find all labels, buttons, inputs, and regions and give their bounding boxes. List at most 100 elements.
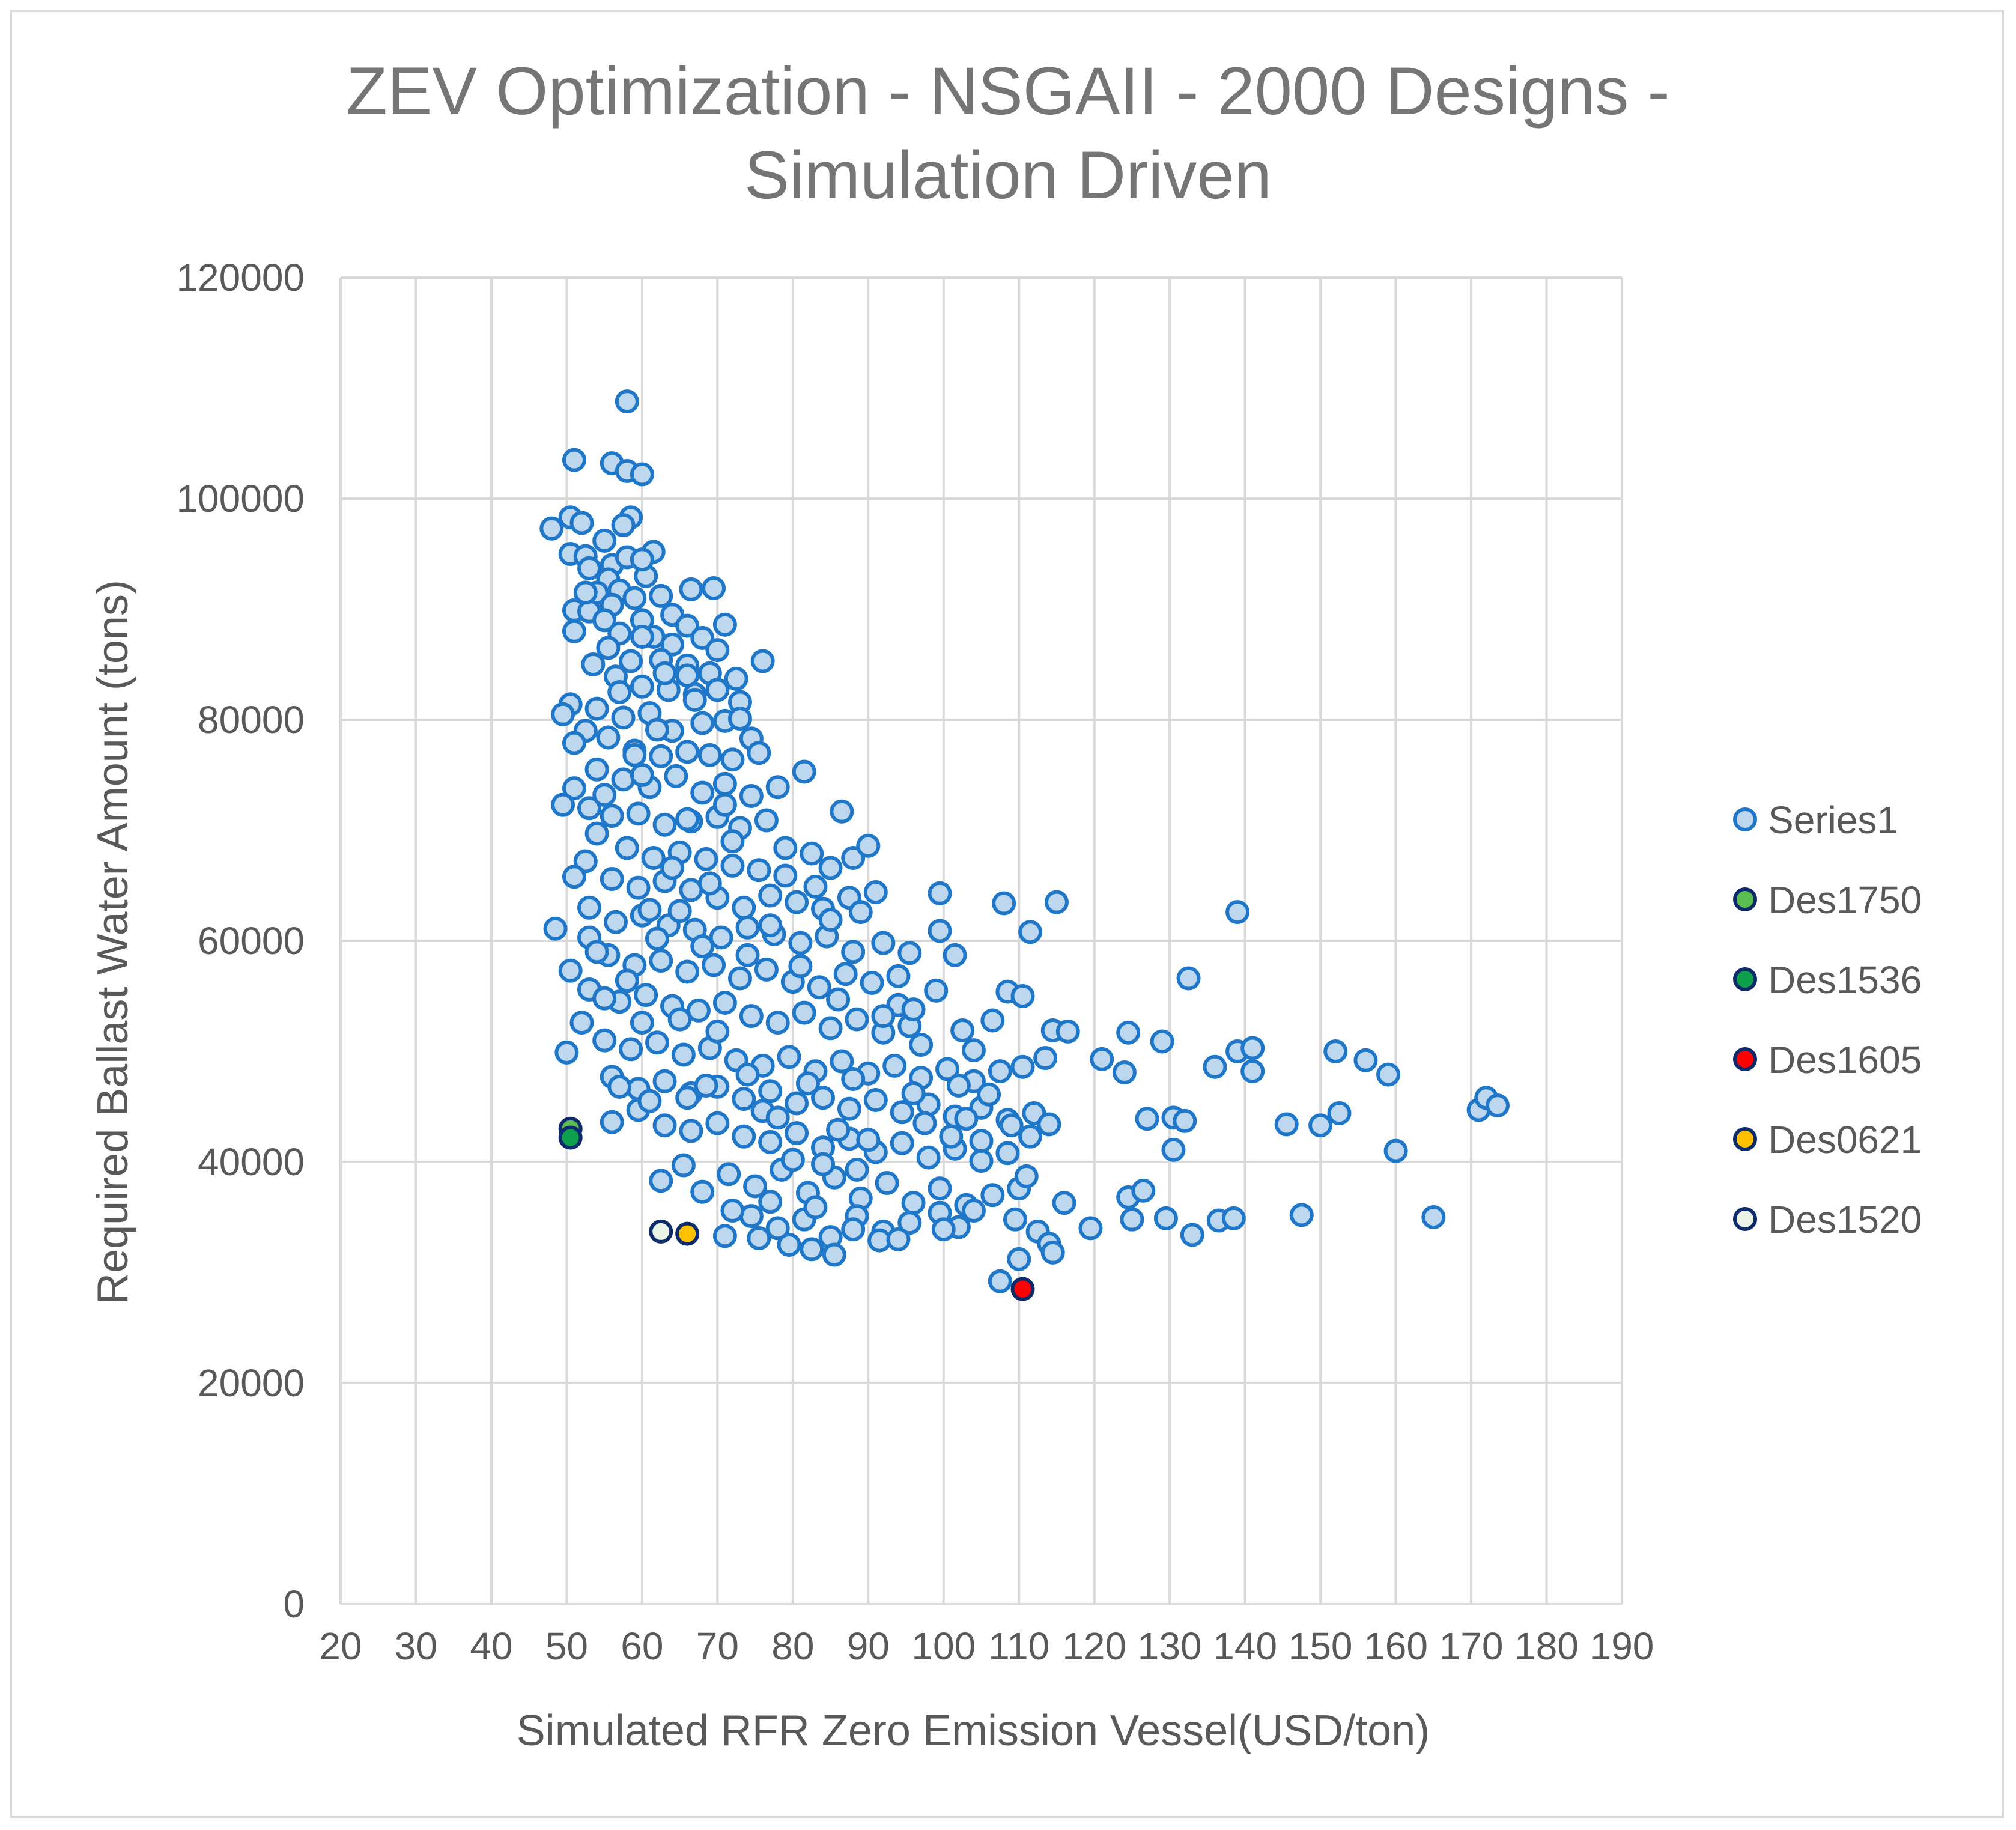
series1-point [1033,1046,1058,1071]
series1-point [724,666,748,691]
series1-point [901,997,926,1022]
series1-point [1327,1101,1352,1126]
chart-title: ZEV Optimization - NSGAII - 2000 Designs… [346,53,1669,129]
gridlines [339,276,1623,1605]
chart-title-line2: Simulation Driven [744,138,1272,213]
series1-point [1323,1039,1348,1063]
series1-point [1150,1029,1174,1054]
x-tick-label: 170 [1439,1625,1504,1668]
des1605-point [1010,1277,1035,1301]
series1-point [732,1087,756,1111]
series1-point [773,863,798,888]
series1-point [686,998,711,1023]
series1-point [916,1145,941,1170]
series1-point [634,983,658,1008]
series1-point [1120,1207,1144,1232]
series1-point [596,636,621,660]
series1-point [690,780,715,805]
series1-point [822,1242,846,1267]
series1-point [577,556,602,580]
series1-point [1221,1206,1246,1230]
series1-point [694,847,718,871]
series1-point [675,663,700,688]
series1-point [807,975,831,1000]
series1-point [785,1091,809,1116]
series1-point [980,1008,1005,1033]
series1-point [584,757,609,782]
series1-point [890,1100,914,1125]
series1-point [747,741,771,765]
series1-point [667,899,692,923]
series1-point [611,705,636,730]
series1-point [690,711,715,735]
series1-point [660,856,685,880]
series1-point [788,954,813,979]
series1-point [988,1059,1012,1084]
series1-point [754,957,779,982]
series1-point [554,1040,579,1065]
series1-point [600,866,624,891]
series1-point [950,1018,975,1043]
series1-point [735,943,760,967]
series1-point [928,919,952,943]
x-tick-label: 190 [1590,1625,1654,1668]
series1-point [675,1086,700,1110]
series1-point [705,638,730,663]
series1-point [551,792,575,817]
series1-point [551,702,575,726]
series1-point [562,731,586,755]
series1-point [901,1191,926,1215]
series1-point [1240,1036,1265,1060]
series1-point [912,1111,937,1135]
series1-point [739,783,764,808]
legend-label-des1520: Des1520 [1768,1198,1922,1241]
series1-point [1383,1138,1408,1163]
series1-point [717,1162,741,1187]
series1-point [954,1107,979,1131]
legend: Series1 Des1750 Des1536 Des1605 Des0621 Des15… [1733,798,1922,1241]
series1-point [712,1224,737,1248]
series1-point [999,1113,1024,1138]
x-tick-label: 180 [1514,1625,1579,1668]
series1-point [671,1153,696,1178]
series1-point [747,858,771,883]
series1-point [961,1038,986,1063]
series1-point [1040,1240,1065,1265]
series1-point [712,991,737,1015]
series1-point [860,970,884,995]
series1-point [735,915,760,940]
series1-point [720,747,745,772]
x-tick-label: 80 [771,1625,814,1668]
legend-marker-des1605 [1733,1047,1757,1071]
series1-point [675,740,700,764]
series1-point [785,1121,809,1146]
series1-point [758,1129,783,1154]
series1-point [649,949,673,973]
series1-point [750,649,775,673]
x-tick-label: 110 [988,1625,1049,1668]
series1-point [1176,966,1201,991]
series1-point [592,608,617,633]
series1-point [600,1110,624,1134]
series1-point [1018,1124,1043,1149]
series1-point [811,1152,836,1176]
series1-point [1135,1107,1159,1131]
series1-point [675,613,700,638]
series1-point [694,1074,718,1098]
x-tick-label: 100 [911,1625,976,1668]
series1-point [652,1069,677,1093]
series1-point [720,853,745,878]
series1-point [569,511,594,535]
legend-label-des1605: Des1605 [1768,1038,1922,1081]
series1-point [690,1179,715,1204]
series1-point [702,576,726,601]
series1-point [720,829,745,854]
series1-point [577,796,602,821]
series1-point [841,1067,866,1091]
series1-point [845,1157,869,1182]
series1-point [886,964,911,988]
series1-point [562,448,586,472]
series1-point [1044,890,1069,914]
series1-point [611,513,636,538]
series1-point [875,1170,899,1195]
